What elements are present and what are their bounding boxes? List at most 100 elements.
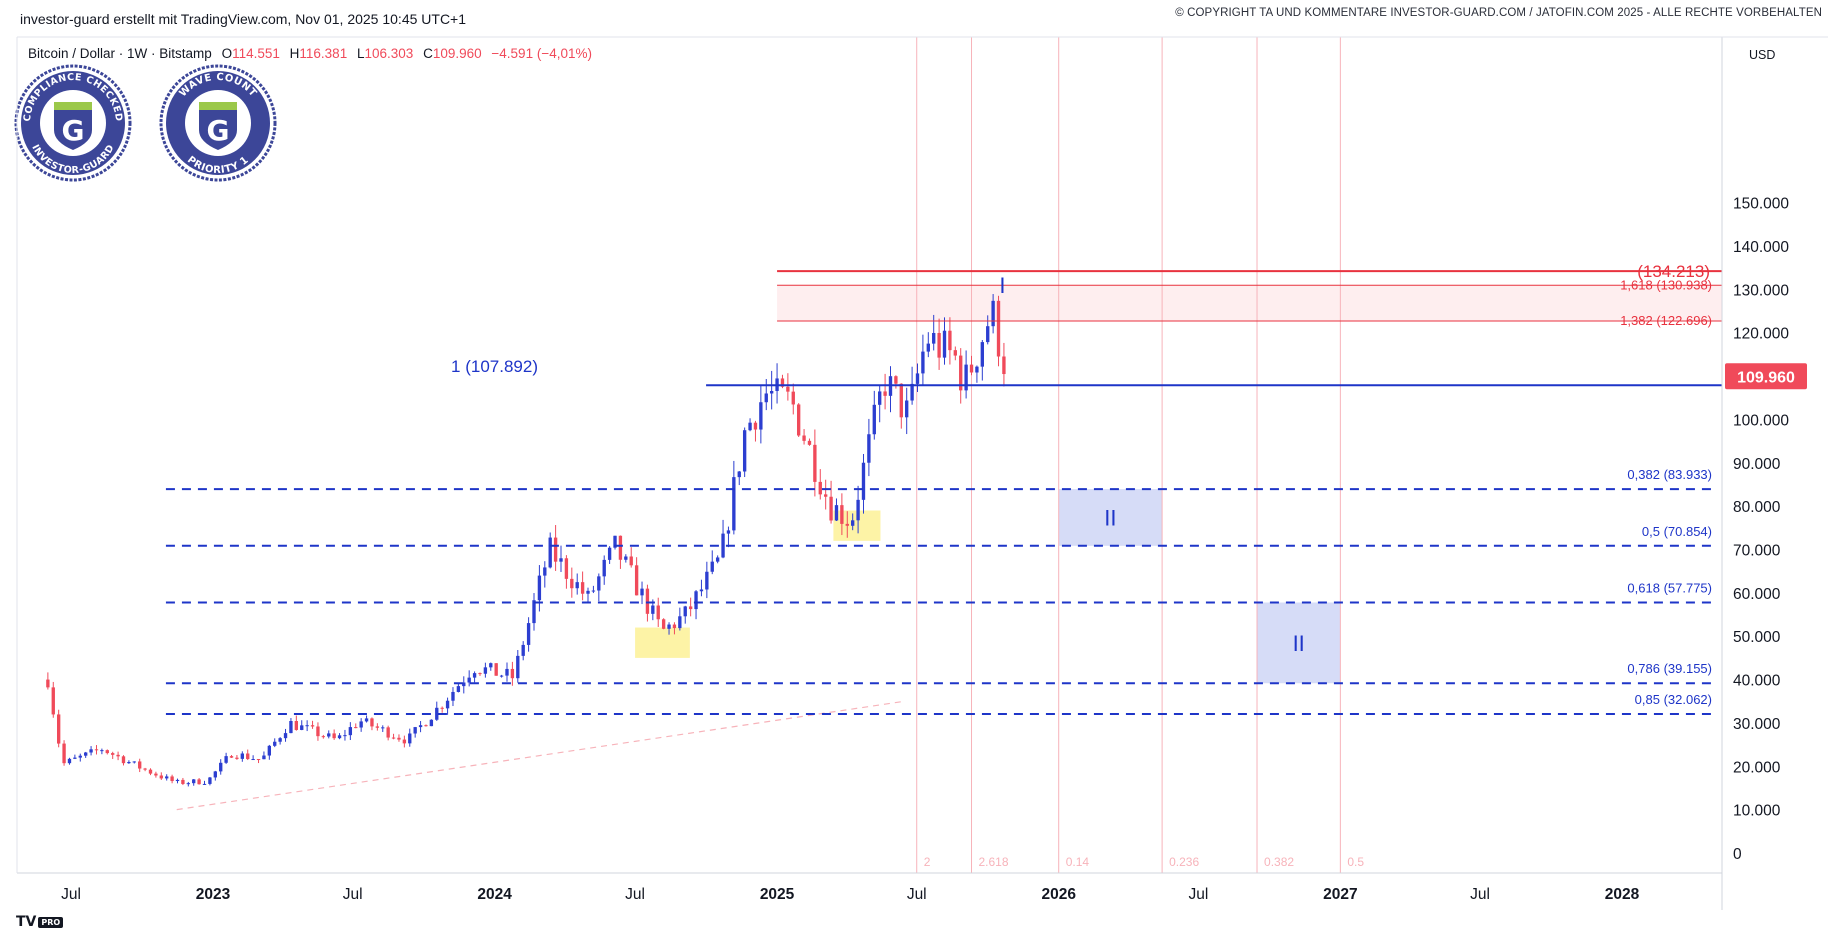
candle-body — [348, 727, 353, 736]
candle-body — [840, 505, 844, 524]
candle-body — [354, 727, 358, 729]
candle-body — [818, 481, 822, 495]
y-tick-label: 40.000 — [1733, 673, 1781, 690]
candle-body — [262, 755, 266, 760]
candle-body — [424, 725, 428, 727]
legend-close-label: C — [423, 46, 433, 61]
candle-body — [94, 749, 99, 751]
candle-body — [132, 761, 136, 763]
candle-body — [278, 738, 282, 742]
candle-body — [121, 756, 126, 764]
candle-body — [851, 520, 855, 526]
g-logo-icon: G — [62, 114, 85, 147]
x-tick-label: 2025 — [760, 886, 795, 903]
y-tick-label: 130.000 — [1733, 282, 1789, 299]
candle-body — [661, 619, 666, 629]
candle-body — [732, 477, 736, 531]
x-tick-label: Jul — [1188, 886, 1208, 903]
x-tick-label: 2023 — [196, 886, 231, 903]
tradingview-logo[interactable]: TV PRO — [16, 914, 64, 930]
candle-body — [894, 376, 898, 384]
candle-body — [78, 755, 82, 758]
y-tick-label: 60.000 — [1733, 586, 1781, 603]
candle-body — [872, 404, 876, 435]
candle-body — [246, 753, 250, 760]
candle-body — [402, 739, 407, 744]
candle-body — [580, 582, 585, 594]
candle-body — [575, 582, 579, 589]
candle-body — [240, 753, 244, 759]
fib-level-label: 0,382 (83.933) — [1627, 467, 1712, 482]
fib-level-label: 0,5 (70.854) — [1642, 524, 1712, 539]
candle-body — [289, 721, 293, 734]
red-target-zone — [777, 285, 1722, 322]
candle-body — [753, 422, 758, 430]
candle-body — [138, 761, 142, 769]
candle-body — [710, 561, 714, 572]
candle-body — [445, 700, 450, 709]
tradingview-mark: TV — [16, 914, 37, 930]
y-tick-label: 10.000 — [1733, 803, 1781, 820]
candle-body — [856, 499, 860, 521]
wave-ii-box — [1058, 489, 1163, 546]
candle-body — [969, 364, 974, 373]
candle-body — [915, 373, 920, 384]
candle-body — [564, 558, 569, 579]
y-tick-label: 30.000 — [1733, 716, 1781, 733]
legend-low-value: 106.303 — [365, 46, 414, 61]
candle-body — [381, 727, 385, 729]
chart-author-line: investor-guard erstellt mit TradingView.… — [20, 11, 467, 27]
candle-body — [543, 567, 547, 576]
y-tick-label: 90.000 — [1733, 456, 1781, 473]
x-tick-label: Jul — [343, 886, 363, 903]
candle-body — [159, 775, 163, 779]
candle-body — [640, 588, 644, 596]
fib-level-label: 0,786 (39.155) — [1627, 661, 1712, 676]
candle-body — [959, 355, 963, 391]
candle-body — [726, 530, 731, 534]
candle-body — [56, 714, 61, 744]
candle-body — [559, 558, 563, 562]
candle-body — [364, 718, 369, 722]
candle-body — [996, 300, 1001, 357]
candle-body — [942, 330, 947, 358]
candle-body — [62, 743, 66, 764]
candle-body — [613, 535, 617, 548]
x-tick-label: Jul — [61, 886, 81, 903]
candle-body — [667, 624, 671, 629]
y-tick-label: 140.000 — [1733, 239, 1789, 256]
candle-body — [937, 332, 941, 358]
candle-body — [165, 776, 169, 779]
candle-body — [359, 721, 363, 728]
candle-body — [878, 391, 882, 405]
candle-body — [899, 383, 903, 418]
candle-body — [100, 750, 104, 752]
time-fib-label: 2 — [924, 855, 931, 869]
candle-body — [273, 741, 277, 746]
support-highlight-box — [635, 627, 690, 658]
candle-body — [84, 752, 88, 756]
legend-low-label: L — [357, 46, 365, 61]
candle-body — [742, 430, 747, 472]
last-price-badge — [1725, 363, 1807, 390]
g-logo-icon: G — [207, 114, 230, 147]
candle-body — [629, 556, 633, 566]
candle-body — [111, 753, 115, 755]
candle-body — [672, 624, 677, 629]
y-tick-label: 70.000 — [1733, 543, 1781, 560]
candle-body — [327, 733, 331, 737]
fib-level-label: 1 (107.892) — [451, 357, 538, 376]
candle-body — [699, 589, 704, 592]
candle-body — [154, 773, 158, 776]
legend-symbol: Bitcoin / Dollar · 1W · Bitstamp — [28, 46, 212, 61]
candle-body — [516, 655, 520, 679]
candle-body — [224, 756, 228, 763]
candle-body — [986, 326, 990, 343]
x-tick-label: Jul — [907, 886, 927, 903]
candle-body — [435, 707, 439, 720]
candle-body — [186, 783, 190, 785]
wave-ii-box — [1257, 602, 1341, 684]
y-tick-label: 100.000 — [1733, 412, 1789, 429]
candle-body — [175, 779, 180, 782]
